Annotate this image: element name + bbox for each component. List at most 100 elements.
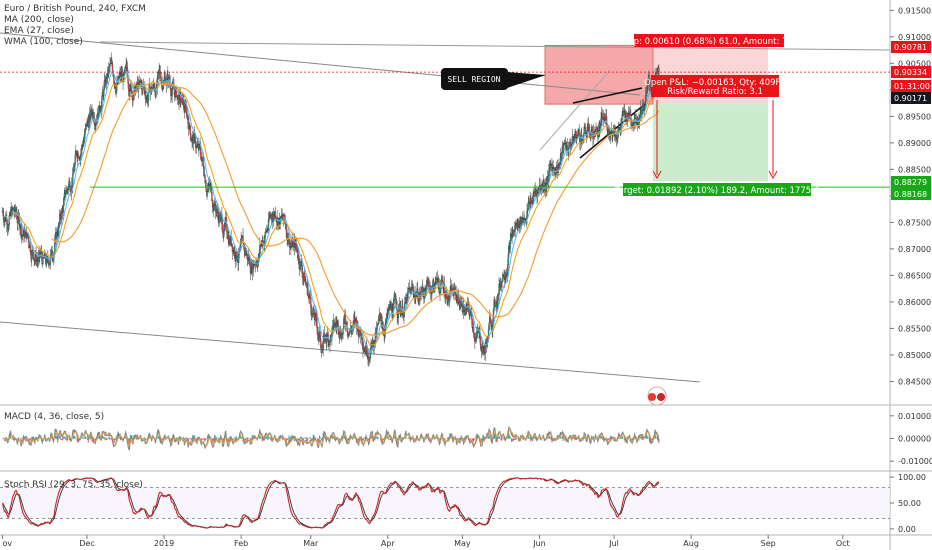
price-tick-label: 0.91500 (898, 6, 931, 15)
candle-body (32, 252, 35, 260)
price-badge (891, 66, 931, 78)
pnl-label: Open P&L: −0.00163, Qty: 409F3 (644, 78, 786, 88)
horizontal-resistance-line (99, 41, 890, 51)
time-tick-label: Feb (234, 539, 248, 548)
stoch-axis: 100.00 50.00 0.00 (890, 473, 926, 534)
stoch-legend: Stoch RSI (29, 3, 75, 35, close) (4, 480, 143, 491)
time-tick-label: ov (2, 539, 12, 548)
price-badges: 0.90781 0.90334 01:31:00 0.90171 0.88279 0.88… (891, 41, 931, 200)
macd-tick-label: 0.00000 (898, 435, 931, 444)
candle-body (316, 317, 318, 328)
price-tick-label: 0.85500 (898, 324, 931, 333)
candle-body (551, 168, 554, 172)
sell-region-zone (544, 44, 654, 105)
sell-region-callout[interactable]: SELL REGION (441, 68, 546, 90)
price-badge-label: 0.90171 (894, 94, 927, 103)
time-tick-label: May (454, 539, 471, 548)
candle-body (472, 326, 475, 334)
pnl-label-bg (651, 75, 779, 97)
candle-body (20, 225, 22, 235)
stoch-title[interactable]: Stoch RSI (29, 3, 75, 35, close) (4, 480, 143, 490)
target-label-group[interactable]: Target: 0.01892 (2.10%) 189.2, Amount: 1… (614, 183, 820, 196)
chart-title: Euro / British Pound, 240, FXCM (4, 4, 146, 14)
time-tick-label: Aug (683, 539, 699, 548)
time-tick-label: Sep (761, 539, 776, 548)
price-tick-label: 0.89000 (898, 139, 931, 148)
candle-body (74, 155, 76, 166)
candlesticks (1, 52, 660, 367)
candle-body (488, 322, 490, 331)
price-badge (891, 188, 931, 200)
sell-region-label: SELL REGION (448, 75, 501, 84)
candle-body (234, 250, 236, 256)
stop-label-bg (634, 34, 784, 47)
time-tick-label: Dec (79, 539, 94, 548)
candle-body (239, 244, 242, 248)
upper-trendline (0, 32, 641, 96)
candle-body (60, 212, 63, 220)
price-tick-label: 0.87000 (898, 245, 931, 254)
stoch-tick-label: 100.00 (898, 473, 926, 482)
candle-body (62, 205, 65, 213)
pnl-label-group[interactable]: Open P&L: −0.00163, Qty: 409F3 Risk/Rewa… (644, 75, 786, 97)
main-legend: Euro / British Pound, 240, FXCM MA (200,… (4, 4, 146, 48)
lower-trendline (0, 321, 701, 383)
macd-title[interactable]: MACD (4, 36, close, 5) (4, 412, 105, 422)
legend-ma200[interactable]: MA (200, close) (4, 15, 74, 25)
target-zone (653, 104, 768, 182)
price-badge (891, 41, 931, 53)
risk-reward-label: Risk/Reward Ratio: 3.1 (667, 87, 763, 97)
stoch-tick-label: 50.00 (898, 499, 921, 508)
ma200-line (51, 82, 660, 336)
price-badge-label: 0.88168 (894, 190, 927, 199)
stoch-pane (0, 477, 890, 529)
candle-body (241, 236, 243, 240)
time-tick-label: Jun (532, 539, 546, 548)
price-badge (891, 92, 931, 104)
price-tick-label: 0.88500 (898, 165, 931, 174)
wma100-line (5, 70, 660, 354)
candle-body (101, 96, 103, 108)
target-label: Target: 0.01892 (2.10%) 189.2, Amount: 1… (614, 186, 820, 196)
ema27-line (8, 75, 660, 346)
price-badge-label: 0.88279 (894, 178, 927, 187)
macd-tick-label: 0.01000 (898, 412, 931, 421)
sell-region-box (441, 68, 508, 90)
macd-legend: MACD (4, 36, close, 5) (4, 412, 104, 423)
price-tick-label: 0.85000 (898, 351, 931, 360)
candle-body (578, 130, 580, 137)
time-tick-label: Jul (608, 539, 619, 548)
legend-wma100[interactable]: WMA (100, close) (4, 37, 83, 47)
target-label-bg (623, 183, 811, 196)
stoch-tick-label: 0.00 (898, 525, 916, 534)
down-arrow-right-head (768, 170, 778, 180)
candle-body (72, 174, 74, 187)
price-badge (891, 176, 931, 188)
time-tick-label: Oct (836, 539, 850, 548)
price-tick-label: 0.86500 (898, 271, 931, 280)
macd-axis: 0.01000 0.00000 -0.01000 (890, 412, 932, 466)
economic-event-icon[interactable] (647, 386, 667, 406)
time-tick-label: Mar (303, 539, 319, 548)
stoch-k-line (1, 477, 660, 529)
stop-label-group[interactable]: Stop: 0.00610 (0.68%) 61.0, Amount: 750 (620, 34, 799, 47)
down-arrow-left-head (652, 170, 662, 180)
time-axis[interactable]: ov Dec 2019 Feb Mar Apr May Jun Jul Aug Sep Oct (1, 535, 850, 548)
legend-ema27[interactable]: EMA (27, close) (4, 26, 74, 36)
macd-signal-line (2, 429, 660, 446)
price-tick-label: 0.91000 (898, 33, 931, 42)
candle-body (221, 223, 224, 233)
price-tick-label: 0.84500 (898, 377, 931, 386)
price-tick-label: 0.87500 (898, 218, 931, 227)
time-tick-label: 2019 (154, 539, 174, 548)
price-tick-label: 0.90500 (898, 59, 931, 68)
macd-pane (2, 425, 660, 451)
price-badge-label: 0.90781 (894, 43, 927, 52)
price-tick-label: 0.86000 (898, 298, 931, 307)
wedge-upper-line (572, 87, 643, 104)
time-tick-label: Apr (381, 539, 396, 548)
candle-body (230, 236, 232, 244)
price-badge-label: 0.90334 (894, 68, 927, 77)
price-badge-label: 01:31:00 (894, 82, 930, 91)
